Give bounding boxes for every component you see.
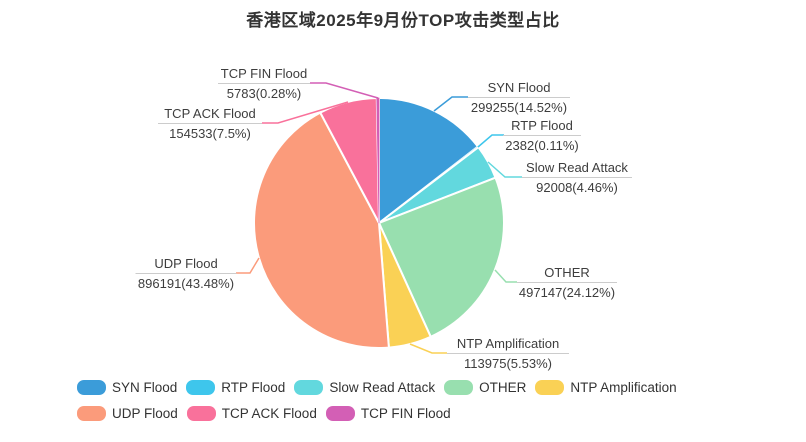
legend-swatch-syn-flood	[77, 380, 106, 395]
pie-slice-udp-flood[interactable]	[253, 111, 390, 349]
legend-swatch-tcp-fin-flood	[325, 406, 355, 421]
legend-swatch-tcp-ack-flood	[186, 406, 216, 421]
legend-item-tcp-ack-flood[interactable]: TCP ACK Flood	[186, 406, 317, 421]
label-line-udp-flood	[236, 257, 260, 274]
legend-swatch-slow-read-attack	[294, 380, 324, 395]
legend-label-tcp-fin-flood: TCP FIN Flood	[360, 406, 451, 421]
label-line-syn-flood	[433, 96, 468, 112]
legend-row-2: UDP Flood TCP ACK Flood TCP FIN Flood	[77, 406, 677, 421]
label-line-slow-read-attack	[487, 161, 522, 178]
legend: SYN Flood RTP Flood Slow Read Attack OTHER N…	[77, 380, 677, 421]
pie-slice-other[interactable]	[378, 176, 505, 338]
chart-title: 香港区域2025年9月份TOP攻击类型占比	[246, 11, 560, 30]
label-line-rtp-flood	[477, 134, 504, 148]
legend-label-udp-flood: UDP Flood	[112, 406, 178, 421]
legend-label-slow-read-attack: Slow Read Attack	[329, 380, 436, 395]
legend-item-slow-read-attack[interactable]: Slow Read Attack	[294, 380, 435, 395]
legend-label-syn-flood: SYN Flood	[112, 380, 178, 395]
label-line-tcp-ack-flood	[262, 101, 349, 124]
legend-item-udp-flood[interactable]: UDP Flood	[77, 406, 178, 421]
legend-swatch-other	[444, 380, 474, 395]
legend-label-other: OTHER	[479, 380, 527, 395]
legend-item-tcp-fin-flood[interactable]: TCP FIN Flood	[325, 406, 451, 421]
legend-item-syn-flood[interactable]: SYN Flood	[77, 380, 177, 395]
legend-swatch-udp-flood	[77, 406, 106, 421]
label-line-other	[494, 269, 517, 283]
legend-label-ntp-amplification: NTP Amplification	[570, 380, 677, 395]
legend-swatch-rtp-flood	[186, 380, 216, 395]
label-line-ntp-amplification	[409, 343, 447, 354]
legend-item-rtp-flood[interactable]: RTP Flood	[186, 380, 285, 395]
legend-swatch-ntp-amplification	[535, 380, 565, 395]
legend-row-1: SYN Flood RTP Flood Slow Read Attack OTHER N…	[77, 380, 677, 395]
label-line-tcp-fin-flood	[310, 82, 379, 99]
legend-item-ntp-amplification[interactable]: NTP Amplification	[535, 380, 677, 395]
legend-item-other[interactable]: OTHER	[444, 380, 526, 395]
legend-label-rtp-flood: RTP Flood	[221, 380, 286, 395]
legend-label-tcp-ack-flood: TCP ACK Flood	[221, 406, 317, 421]
